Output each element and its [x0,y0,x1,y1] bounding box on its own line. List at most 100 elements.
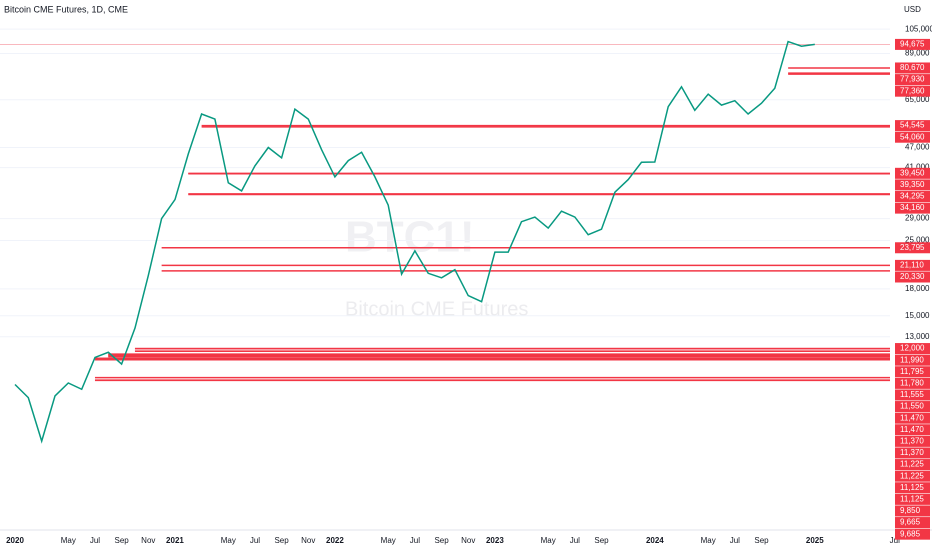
level-tag [895,271,930,283]
level-label: 9,685 [900,529,921,538]
level-label: 34,160 [900,203,925,212]
level-label: 9,850 [900,506,921,515]
last-price-tag [895,38,930,50]
level-tag [895,470,930,482]
level-label: 54,060 [900,132,925,141]
y-tick-label: 65,000 [905,95,930,104]
level-tag [895,202,930,214]
level-label: 11,370 [900,448,924,457]
level-label: 11,795 [900,367,924,376]
level-label: 9,665 [900,518,921,527]
level-tag [895,259,930,271]
y-tick-label: 13,000 [905,332,930,341]
y-tick-label: 105,000 [905,24,932,33]
level-tag [895,493,930,505]
x-tick-label: 2021 [166,536,184,545]
level-tag [895,343,930,355]
level-label: 11,990 [900,355,924,364]
watermark-name: Bitcoin CME Futures [345,298,528,320]
level-tag [895,401,930,413]
x-tick-label: 2023 [486,536,504,545]
x-tick-label: May [701,536,716,545]
y-tick-label: 89,000 [905,49,930,58]
x-tick-label: Nov [301,536,315,545]
level-label: 39,350 [900,180,925,189]
y-tick-label: 15,000 [905,311,930,320]
level-tag [895,120,930,132]
level-tag [895,167,930,179]
x-tick-label: 2020 [6,536,24,545]
level-label: 11,125 [900,483,924,492]
x-tick-label: Nov [461,536,475,545]
x-tick-label: Sep [594,536,609,545]
y-tick-label: 41,000 [905,163,930,172]
level-label: 11,225 [900,460,924,469]
y-tick-label: 47,000 [905,143,930,152]
x-tick-label: Jul [410,536,420,545]
level-tag [895,482,930,494]
x-tick-label: May [221,536,236,545]
level-tag [895,447,930,459]
level-label: 11,470 [900,413,924,422]
level-tag [895,528,930,540]
x-tick-label: Jul [890,536,900,545]
level-tag [895,131,930,143]
level-label: 11,470 [900,425,924,434]
level-tag [895,74,930,86]
y-tick-label: 25,000 [905,236,930,245]
x-tick-label: 2025 [806,536,824,545]
x-tick-label: Nov [141,536,155,545]
y-unit: USD [904,5,921,14]
level-label: 77,360 [900,86,925,95]
x-tick-label: 2024 [646,536,664,545]
level-tag [895,389,930,401]
x-tick-label: 2022 [326,536,344,545]
level-label: 77,930 [900,75,925,84]
x-tick-label: Jul [570,536,580,545]
level-tag [895,377,930,389]
level-tag [895,85,930,97]
level-tag [895,354,930,366]
level-label: 23,795 [900,243,925,252]
level-tag [895,179,930,191]
x-tick-label: May [541,536,556,545]
level-tag [895,62,930,74]
x-tick-label: Jul [250,536,260,545]
level-tag [895,517,930,529]
level-tag [895,505,930,517]
level-label: 11,225 [900,471,924,480]
level-label: 20,330 [900,272,925,281]
level-tag [895,424,930,436]
chart-title: Bitcoin CME Futures, 1D, CME [4,4,128,14]
level-tag [895,366,930,378]
level-label: 80,670 [900,63,925,72]
x-tick-label: Sep [434,536,449,545]
price-line [14,40,815,444]
y-tick-label: 18,000 [905,284,930,293]
x-tick-label: Jul [730,536,740,545]
level-tag [895,412,930,424]
level-label: 11,780 [900,378,924,387]
x-tick-label: Sep [754,536,769,545]
level-label: 39,450 [900,168,925,177]
watermark-symbol: BTC1! [345,213,475,262]
x-tick-label: Sep [115,536,130,545]
y-tick-label: 29,000 [905,214,930,223]
level-label: 34,295 [900,192,925,201]
level-label: 11,125 [900,494,924,503]
last-price-label: 94,675 [900,40,925,49]
level-label: 12,000 [900,344,925,353]
level-label: 11,550 [900,402,924,411]
level-label: 54,545 [900,121,925,130]
level-label: 11,370 [900,436,924,445]
level-tag [895,191,930,203]
level-tag [895,435,930,447]
x-tick-label: Jul [90,536,100,545]
x-tick-label: Sep [274,536,289,545]
level-tag [895,459,930,471]
x-tick-label: May [381,536,396,545]
level-label: 11,555 [900,390,924,399]
level-label: 21,110 [900,260,924,269]
level-tag [895,242,930,254]
